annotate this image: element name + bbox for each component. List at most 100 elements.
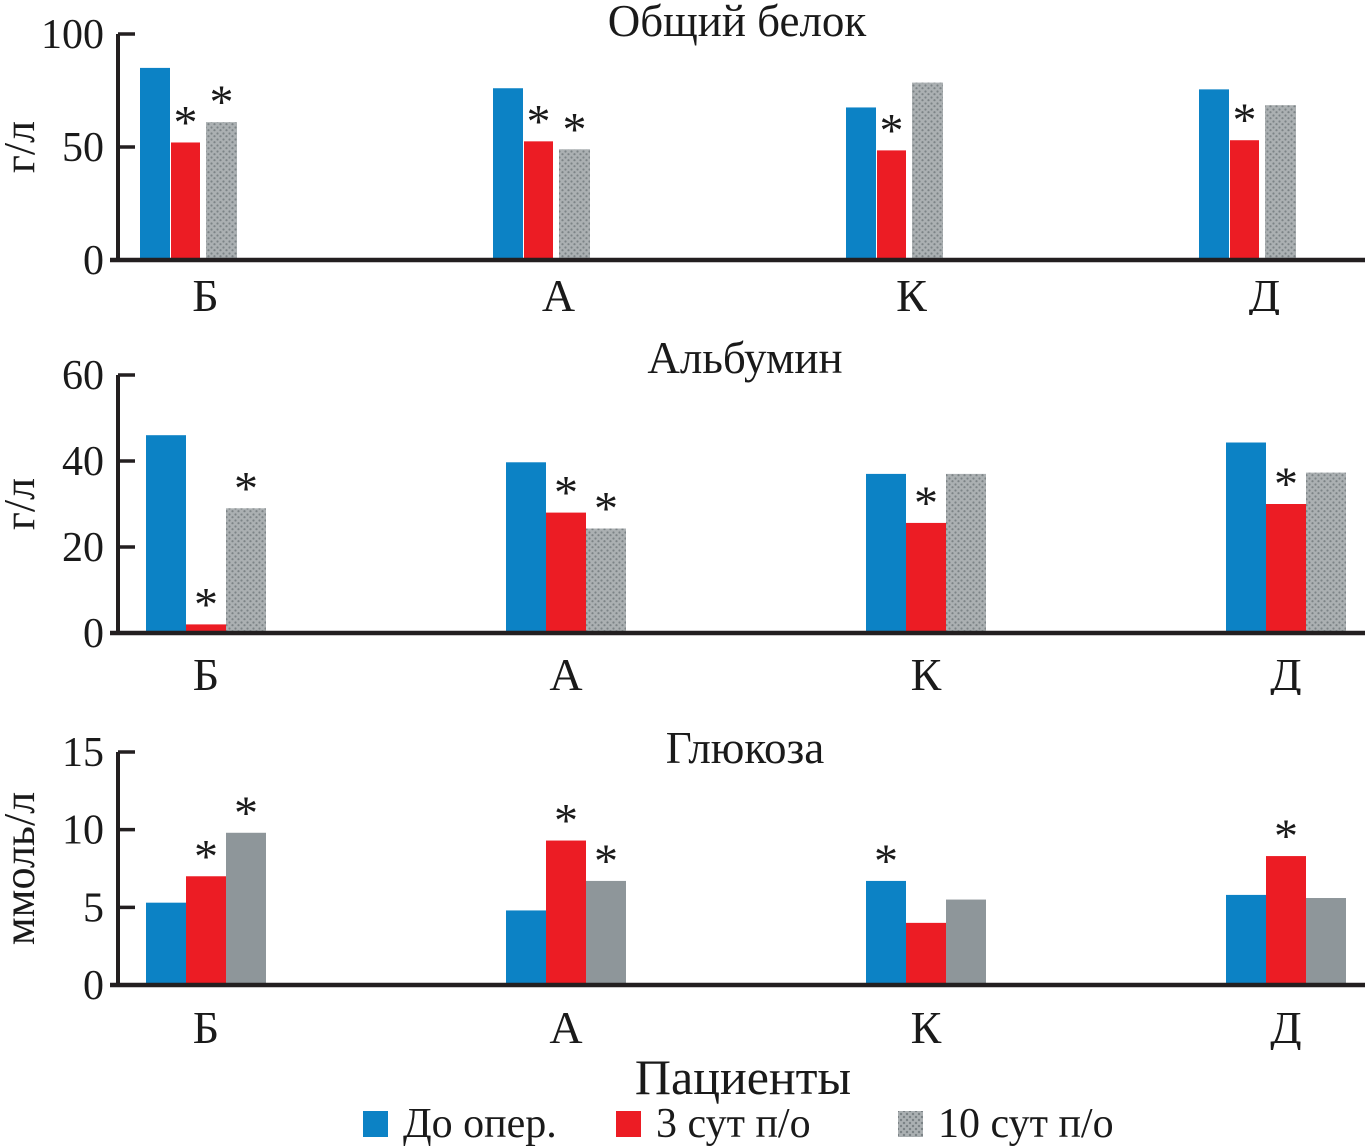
y-tick-label: 50 xyxy=(62,125,104,171)
legend-swatch-red xyxy=(616,1111,641,1137)
legend-label: 10 сут п/о xyxy=(938,1101,1114,1147)
bar-pre-op-А xyxy=(506,910,546,985)
significance-asterisk: * xyxy=(554,467,578,520)
chart-svg: * * * * * * 0 5 10 15 ммоль/л Глюкоза Б А К Д xyxy=(0,723,1365,1050)
significance-asterisk: * xyxy=(210,76,234,129)
significance-asterisk: * xyxy=(594,483,618,536)
bar-day3-postop-Б xyxy=(171,142,200,260)
bar-day10-postop-К xyxy=(912,82,943,260)
x-category-label: Б xyxy=(193,1002,219,1050)
x-category-label: К xyxy=(911,649,942,695)
legend-label: 3 сут п/о xyxy=(656,1101,811,1147)
y-tick-label: 20 xyxy=(62,525,104,571)
bar-day10-postop-К xyxy=(946,899,986,985)
bar-day3-postop-Д xyxy=(1266,856,1306,985)
bar-day3-postop-К xyxy=(906,922,946,985)
x-category-label: А xyxy=(542,270,575,315)
legend-swatch-gray-stipple xyxy=(898,1111,923,1137)
significance-asterisk: * xyxy=(874,835,898,888)
bar-pre-op-Д xyxy=(1226,442,1266,633)
significance-asterisk: * xyxy=(554,795,578,848)
bar-day10-postop-А xyxy=(559,149,590,260)
x-category-label: Б xyxy=(192,270,218,315)
legend-swatch-blue xyxy=(363,1111,388,1137)
x-category-label: К xyxy=(911,1002,942,1050)
legend-item-day10-postop: 10 сут п/о xyxy=(898,1100,1114,1148)
bar-day3-postop-А xyxy=(546,512,586,633)
y-tick-label: 5 xyxy=(83,885,104,931)
chart-title: Общий белок xyxy=(608,0,867,46)
bar-day10-postop-Д xyxy=(1306,472,1346,633)
chart-title: Альбумин xyxy=(647,333,842,383)
chart-panel-total-protein: * * * * * * 0 50 100 г/л Общий белок Б А К Д xyxy=(0,0,1370,315)
y-axis-label: г/л xyxy=(0,121,44,173)
legend-item-day3-postop: 3 сут п/о xyxy=(616,1100,811,1148)
chart-title: Глюкоза xyxy=(666,723,825,773)
bar-day10-postop-Б xyxy=(226,832,266,985)
bar-pre-op-А xyxy=(506,462,546,633)
x-category-label: К xyxy=(896,270,927,315)
y-axis-label: ммоль/л xyxy=(0,792,44,945)
bar-day10-postop-Д xyxy=(1306,898,1346,985)
bar-day3-postop-Д xyxy=(1266,504,1306,633)
bar-pre-op-К xyxy=(866,473,906,633)
bar-pre-op-Б xyxy=(140,67,170,261)
significance-asterisk: * xyxy=(194,830,218,883)
bar-day10-postop-А xyxy=(586,880,626,985)
significance-asterisk: * xyxy=(1274,810,1298,863)
x-category-label: А xyxy=(549,649,582,695)
y-tick-label: 10 xyxy=(62,808,104,854)
legend-item-pre-op: До опер. xyxy=(363,1100,557,1148)
significance-asterisk: * xyxy=(1274,458,1298,511)
chart-panel-albumin: * * * * * * 0 20 40 60 г/л Альбумин Б А К Д xyxy=(0,315,1370,695)
significance-asterisk: * xyxy=(234,462,258,515)
bar-day10-postop-Б xyxy=(206,122,237,260)
y-tick-label: 15 xyxy=(62,730,104,776)
y-tick-label: 60 xyxy=(62,353,104,399)
bar-day10-postop-К xyxy=(946,473,986,633)
y-axis-label: г/л xyxy=(0,478,44,530)
bar-pre-op-Д xyxy=(1226,894,1266,985)
bar-pre-op-А xyxy=(493,88,523,261)
significance-asterisk: * xyxy=(594,835,618,888)
legend-label: До опер. xyxy=(403,1101,557,1147)
significance-asterisk: * xyxy=(527,95,551,148)
significance-asterisk: * xyxy=(234,787,258,840)
bar-pre-op-К xyxy=(846,107,876,260)
y-tick-label: 0 xyxy=(83,963,104,1009)
significance-asterisk: * xyxy=(174,96,198,149)
significance-asterisk: * xyxy=(563,103,587,156)
y-tick-label: 0 xyxy=(83,238,104,284)
bar-day3-postop-А xyxy=(524,141,553,260)
y-tick-label: 40 xyxy=(62,439,104,485)
bar-day3-postop-К xyxy=(877,150,906,260)
bar-day3-postop-Д xyxy=(1230,140,1259,260)
chart-svg: * * * * * * 0 20 40 60 г/л Альбумин Б А К Д xyxy=(0,333,1365,695)
bar-day3-postop-Б xyxy=(186,624,226,633)
significance-asterisk: * xyxy=(914,477,938,530)
bar-day10-postop-А xyxy=(586,528,626,633)
bar-pre-op-Б xyxy=(146,435,186,633)
x-category-label: Д xyxy=(1270,649,1301,695)
bar-day3-postop-Б xyxy=(186,876,226,985)
legend: До опер. 3 сут п/о 10 сут п/о xyxy=(0,1100,1370,1148)
bar-day3-postop-А xyxy=(546,840,586,985)
bar-pre-op-Д xyxy=(1199,89,1229,261)
bar-day10-postop-Д xyxy=(1265,105,1296,260)
bar-pre-op-Б xyxy=(146,902,186,985)
chart-panel-glucose: * * * * * * 0 5 10 15 ммоль/л Глюкоза Б А К Д xyxy=(0,695,1370,1050)
y-tick-label: 0 xyxy=(83,611,104,657)
significance-asterisk: * xyxy=(194,578,218,631)
x-category-label: Д xyxy=(1270,1002,1301,1050)
bar-pre-op-К xyxy=(866,880,906,985)
x-category-label: Д xyxy=(1249,270,1280,315)
y-tick-label: 100 xyxy=(41,12,104,58)
bar-day3-postop-К xyxy=(906,522,946,633)
bar-day10-postop-Б xyxy=(226,508,266,633)
x-axis-title: Пациенты xyxy=(634,1049,852,1105)
significance-asterisk: * xyxy=(880,104,904,157)
significance-asterisk: * xyxy=(1233,94,1257,147)
x-category-label: А xyxy=(549,1002,582,1050)
